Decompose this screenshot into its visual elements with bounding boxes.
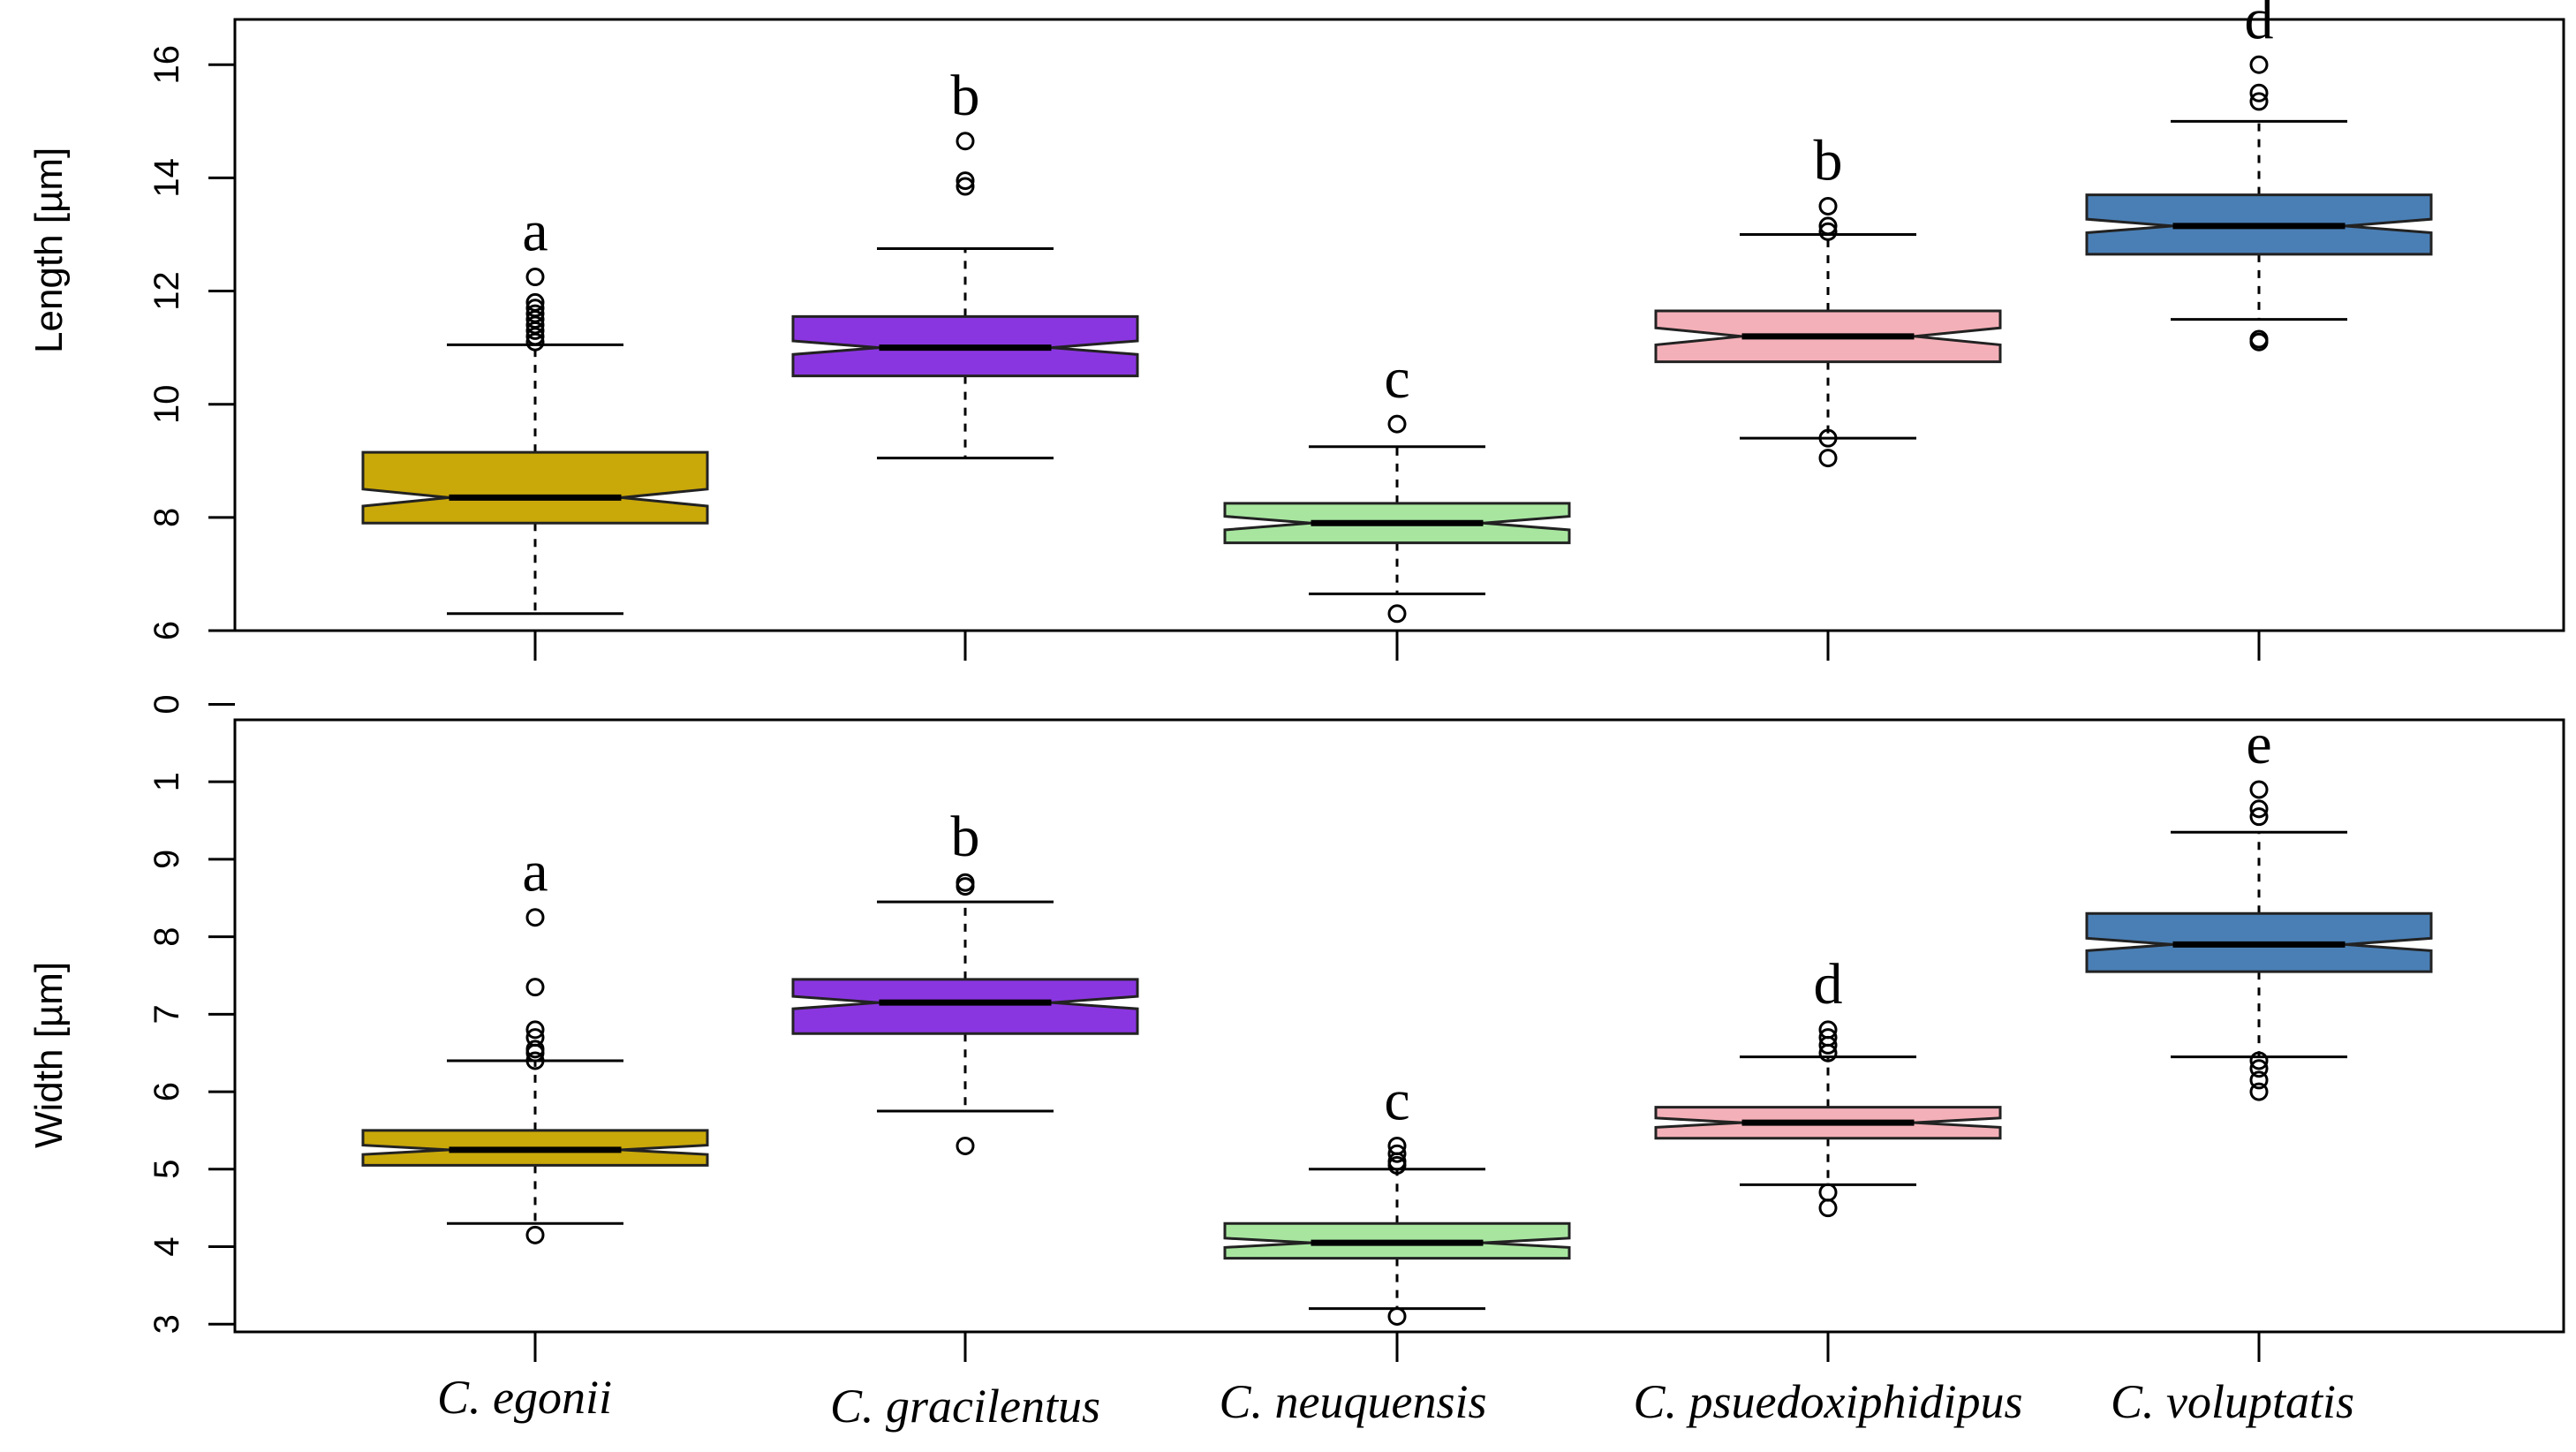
- outlier-point: [525, 1028, 545, 1047]
- length-ytick-label: 6: [147, 621, 186, 640]
- length-box-group: b: [791, 64, 1139, 460]
- outlier-point: [2249, 1051, 2269, 1070]
- length-box-group: d: [2085, 0, 2433, 352]
- significance-letter: c: [1384, 346, 1409, 411]
- outlier-point: [1818, 1183, 1838, 1202]
- x-category-label: C. egonii: [437, 1371, 612, 1424]
- outlier-point: [2249, 780, 2269, 799]
- significance-letter: b: [1814, 128, 1843, 193]
- outlier-point: [525, 292, 545, 312]
- length-y-ticks: 6 8 10 12 14 16: [147, 45, 235, 640]
- outlier-point: [956, 132, 975, 151]
- length-box-group: a: [361, 200, 709, 616]
- outlier-point: [1387, 1144, 1407, 1163]
- outlier-point: [525, 304, 545, 323]
- outlier-point: [525, 1020, 545, 1040]
- outlier-point: [956, 873, 975, 892]
- length-panel: Length [µm] 6 8 10 12 14 16 a b c b d: [27, 0, 2565, 661]
- significance-letter: b: [951, 64, 980, 128]
- outlier-point: [1818, 222, 1838, 241]
- outlier-point: [1387, 1136, 1407, 1155]
- length-box-group: b: [1654, 128, 2002, 468]
- x-category-label: C. neuquensis: [1220, 1375, 1487, 1428]
- width-axis-label: Width [µm]: [27, 962, 71, 1148]
- width-box-group: d: [1654, 952, 2002, 1218]
- x-category-label: C. voluptatis: [2111, 1375, 2354, 1428]
- width-ytick-label: 0: [147, 694, 186, 714]
- length-axis-label: Length [µm]: [27, 147, 71, 353]
- width-ytick-label: 9: [147, 850, 186, 869]
- outlier-point: [525, 978, 545, 997]
- width-ytick-label: 7: [147, 1004, 186, 1024]
- width-ytick-label: 1: [147, 772, 186, 791]
- width-boxes: a b c d e: [361, 712, 2433, 1362]
- significance-letter: e: [2246, 712, 2271, 776]
- outlier-point: [1818, 216, 1838, 236]
- length-ytick-label: 14: [147, 158, 186, 198]
- significance-letter: c: [1384, 1068, 1409, 1132]
- width-box-group: c: [1223, 1068, 1571, 1326]
- significance-letter: a: [522, 200, 548, 264]
- width-ytick-label: 8: [147, 926, 186, 946]
- width-panel-frame: [233, 718, 2565, 1334]
- outlier-point: [1387, 1306, 1407, 1326]
- outlier-point: [2249, 1059, 2269, 1078]
- outlier-point: [1818, 428, 1838, 448]
- width-box-group: e: [2085, 712, 2433, 1101]
- box-body: [791, 978, 1139, 1035]
- x-axis-category-labels: C. egonii C. gracilentus C. neuquensis C. p…: [437, 1371, 2354, 1433]
- width-box-group: b: [791, 805, 1139, 1155]
- outlier-point: [2249, 1070, 2269, 1090]
- outlier-point: [1818, 1028, 1838, 1047]
- outlier-point: [2249, 1082, 2269, 1101]
- outlier-point: [525, 1051, 545, 1070]
- x-category-label: C. psuedoxiphidipus: [1634, 1375, 2023, 1428]
- width-ytick-label: 6: [147, 1082, 186, 1101]
- length-box-group: c: [1223, 346, 1571, 624]
- length-panel-frame: [233, 18, 2565, 632]
- outlier-point: [2249, 83, 2269, 102]
- width-ytick-label: 4: [147, 1236, 186, 1256]
- outlier-point: [956, 177, 975, 196]
- outlier-point: [2249, 799, 2269, 819]
- outlier-point: [956, 171, 975, 191]
- outlier-point: [525, 1040, 545, 1059]
- outlier-point: [525, 1225, 545, 1244]
- length-boxes: a b c b d: [361, 0, 2433, 661]
- width-ytick-label: 3: [147, 1314, 186, 1334]
- outlier-point: [1818, 1199, 1838, 1218]
- outlier-point: [1387, 414, 1407, 434]
- outlier-point: [2249, 807, 2269, 827]
- outlier-point: [2249, 329, 2269, 349]
- outlier-point: [525, 268, 545, 287]
- outlier-point: [2249, 55, 2269, 74]
- significance-letter: b: [951, 805, 980, 869]
- significance-letter: d: [1814, 952, 1843, 1017]
- box-body: [361, 450, 709, 525]
- length-ytick-label: 8: [147, 508, 186, 527]
- outlier-point: [1387, 604, 1407, 624]
- length-ytick-label: 12: [147, 271, 186, 311]
- significance-letter: a: [522, 840, 548, 904]
- length-ytick-label: 16: [147, 45, 186, 85]
- length-ytick-label: 10: [147, 384, 186, 424]
- width-box-group: a: [361, 840, 709, 1244]
- outlier-point: [2249, 92, 2269, 111]
- outlier-point: [1818, 449, 1838, 468]
- outlier-point: [1818, 1020, 1838, 1040]
- outlier-point: [525, 299, 545, 318]
- outlier-point: [1818, 196, 1838, 216]
- outlier-point: [525, 908, 545, 927]
- width-ytick-label: 5: [147, 1160, 186, 1179]
- significance-letter: d: [2245, 0, 2274, 51]
- outlier-point: [956, 1136, 975, 1155]
- x-category-label: C. gracilentus: [830, 1380, 1100, 1433]
